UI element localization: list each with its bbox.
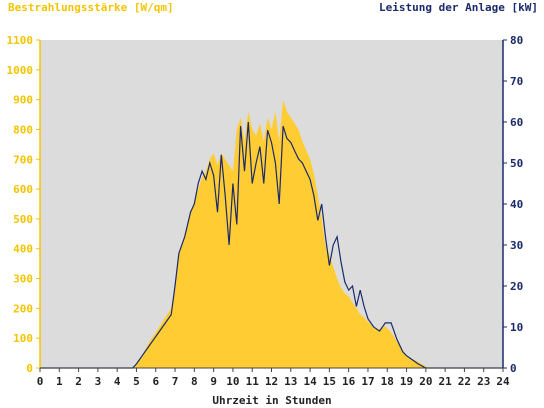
x-axis-title: Uhrzeit in Stunden bbox=[212, 394, 332, 407]
left-axis-title: Bestrahlungsstärke [W/qm] bbox=[8, 1, 174, 14]
x-tick-label: 1 bbox=[56, 375, 63, 388]
x-tick-label: 13 bbox=[284, 375, 297, 388]
x-tick-label: 3 bbox=[95, 375, 102, 388]
x-tick-label: 8 bbox=[191, 375, 198, 388]
x-tick-label: 22 bbox=[458, 375, 471, 388]
x-tick-label: 21 bbox=[439, 375, 453, 388]
y-right-tick-label: 80 bbox=[510, 34, 523, 47]
x-tick-label: 16 bbox=[342, 375, 356, 388]
x-tick-label: 11 bbox=[246, 375, 260, 388]
x-tick-label: 2 bbox=[75, 375, 82, 388]
y-left-tick-label: 400 bbox=[13, 243, 33, 256]
x-tick-label: 10 bbox=[226, 375, 239, 388]
x-tick-label: 15 bbox=[323, 375, 336, 388]
y-right-tick-label: 70 bbox=[510, 75, 523, 88]
y-right-tick-label: 10 bbox=[510, 321, 523, 334]
y-left-tick-label: 500 bbox=[13, 213, 33, 226]
x-tick-label: 9 bbox=[210, 375, 217, 388]
y-left-tick-label: 300 bbox=[13, 273, 33, 286]
y-left-tick-label: 1100 bbox=[7, 34, 34, 47]
y-left-tick-label: 800 bbox=[13, 123, 33, 136]
x-tick-label: 4 bbox=[114, 375, 121, 388]
right-axis-title: Leistung der Anlage [kW] bbox=[379, 1, 538, 14]
x-tick-label: 20 bbox=[419, 375, 432, 388]
x-tick-label: 14 bbox=[303, 375, 317, 388]
x-tick-label: 6 bbox=[152, 375, 159, 388]
x-tick-label: 7 bbox=[172, 375, 179, 388]
y-right-tick-label: 0 bbox=[510, 362, 517, 375]
y-right-tick-label: 60 bbox=[510, 116, 523, 129]
irradiance-area bbox=[40, 99, 503, 368]
y-left-tick-label: 200 bbox=[13, 302, 33, 315]
y-left-tick-label: 1000 bbox=[7, 64, 34, 77]
y-right-tick-label: 40 bbox=[510, 198, 523, 211]
y-left-tick-label: 0 bbox=[26, 362, 33, 375]
x-tick-label: 24 bbox=[496, 375, 510, 388]
y-left-tick-label: 100 bbox=[13, 332, 33, 345]
x-tick-label: 18 bbox=[381, 375, 394, 388]
y-left-tick-label: 900 bbox=[13, 94, 33, 107]
x-tick-label: 19 bbox=[400, 375, 413, 388]
x-tick-label: 0 bbox=[37, 375, 44, 388]
x-tick-label: 23 bbox=[477, 375, 490, 388]
x-tick-label: 12 bbox=[265, 375, 278, 388]
y-left-tick-label: 600 bbox=[13, 183, 33, 196]
y-right-tick-label: 20 bbox=[510, 280, 523, 293]
y-right-tick-label: 50 bbox=[510, 157, 523, 170]
y-left-tick-label: 700 bbox=[13, 153, 33, 166]
x-tick-label: 17 bbox=[361, 375, 374, 388]
power-line bbox=[40, 121, 503, 369]
y-right-tick-label: 30 bbox=[510, 239, 523, 252]
x-tick-label: 5 bbox=[133, 375, 140, 388]
